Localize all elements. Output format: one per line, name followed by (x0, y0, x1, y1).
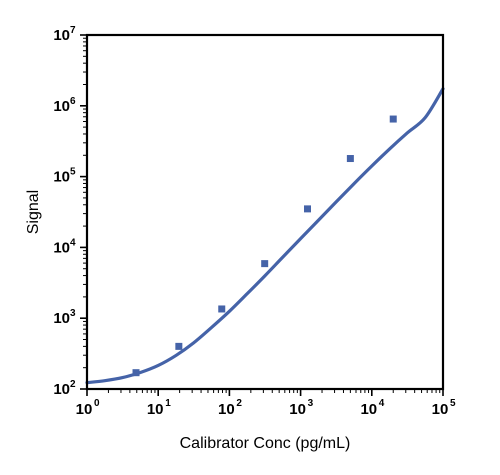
data-points (132, 115, 397, 377)
x-axis-title: Calibrator Conc (pg/mL) (180, 435, 351, 452)
y-tick-base: 10 (53, 169, 70, 186)
x-tick-exp: 2 (236, 398, 242, 409)
x-tick-label: 10 1 (147, 398, 171, 418)
y-tick-label: 10 2 (53, 379, 76, 398)
fit-curve (85, 87, 445, 385)
x-tick-exp: 4 (379, 398, 385, 409)
x-tick-exp: 5 (450, 398, 456, 409)
data-point (175, 342, 183, 350)
y-tick-base: 10 (53, 98, 70, 115)
y-tick-label: 10 5 (53, 167, 76, 186)
x-tick-base: 10 (147, 401, 164, 418)
y-tick-exp: 7 (70, 25, 76, 36)
y-tick-base: 10 (53, 239, 70, 256)
plot-area (85, 87, 445, 385)
y-tick-base: 10 (53, 381, 70, 398)
x-tick-label: 10 4 (360, 398, 384, 418)
y-tick-label: 10 4 (53, 237, 76, 256)
data-point (304, 205, 311, 213)
x-tick-label: 10 2 (218, 398, 242, 418)
x-axis-tick-labels: 10 0 10 1 10 2 10 3 10 4 10 5 (76, 398, 456, 418)
y-tick-exp: 4 (70, 237, 76, 248)
y-tick-label: 10 3 (53, 308, 76, 327)
x-tick-exp: 1 (165, 398, 171, 409)
x-tick-base: 10 (289, 401, 306, 418)
data-point (132, 369, 140, 377)
x-axis-ticks (86, 389, 444, 396)
x-tick-base: 10 (76, 401, 93, 418)
x-tick-exp: 3 (308, 398, 314, 409)
x-tick-base: 10 (360, 401, 377, 418)
x-tick-label: 10 5 (432, 398, 456, 418)
x-tick-label: 10 0 (76, 398, 100, 418)
y-tick-base: 10 (53, 310, 70, 327)
data-point (346, 155, 354, 163)
data-point (218, 305, 226, 313)
y-tick-label: 10 6 (53, 96, 76, 115)
x-tick-label: 10 3 (289, 398, 313, 418)
plot-frame (85, 33, 445, 391)
y-tick-exp: 3 (70, 308, 76, 319)
axes (85, 33, 445, 391)
y-tick-exp: 5 (70, 167, 76, 178)
y-tick-label: 10 7 (53, 25, 76, 44)
y-axis-title: Signal (25, 190, 42, 234)
x-tick-base: 10 (432, 401, 449, 418)
y-tick-base: 10 (53, 27, 70, 44)
y-axis-ticks (80, 34, 87, 390)
x-tick-exp: 0 (94, 398, 100, 409)
y-tick-exp: 6 (70, 96, 76, 107)
x-tick-base: 10 (218, 401, 235, 418)
y-tick-exp: 2 (70, 379, 76, 390)
data-point (389, 115, 397, 123)
data-point (261, 260, 269, 268)
